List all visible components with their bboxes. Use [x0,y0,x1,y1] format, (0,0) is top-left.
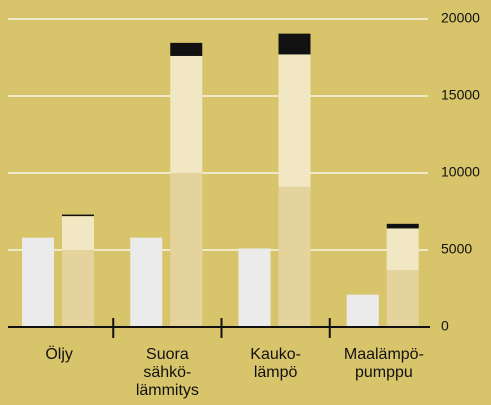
bar-segment [62,250,94,327]
bar-segment [22,237,54,327]
bar-segment [130,237,163,327]
x-tick-label: Suora [146,346,189,363]
x-tick-label: Maalämpö- [344,346,424,363]
bar-segment [278,33,311,55]
bar-segment [170,173,203,327]
y-tick-label: 5000 [441,241,472,257]
bar-segment [62,216,94,250]
y-tick-label: 10000 [441,164,480,180]
bar-segment [170,42,203,56]
x-tick-label: Öljy [45,345,73,363]
x-tick-label: pumppu [355,364,413,381]
bar-segment [278,186,311,327]
bar-segment [386,270,419,327]
x-tick-label: Kauko- [250,346,301,363]
y-tick-label: 20000 [441,10,480,26]
bar-segment [170,55,203,173]
y-tick-label: 15000 [441,87,480,103]
bar-segment [278,54,311,187]
bar-segment [386,228,419,271]
bar-segment [238,248,271,327]
bar-segment [346,294,379,327]
bar-segment [386,223,419,229]
x-tick-label: lämmitys [136,382,199,399]
x-tick-label: sähkö- [143,364,191,381]
x-tick-label: lämpö [254,364,298,381]
bar-segment [62,214,94,217]
y-tick-label: 0 [441,318,449,334]
